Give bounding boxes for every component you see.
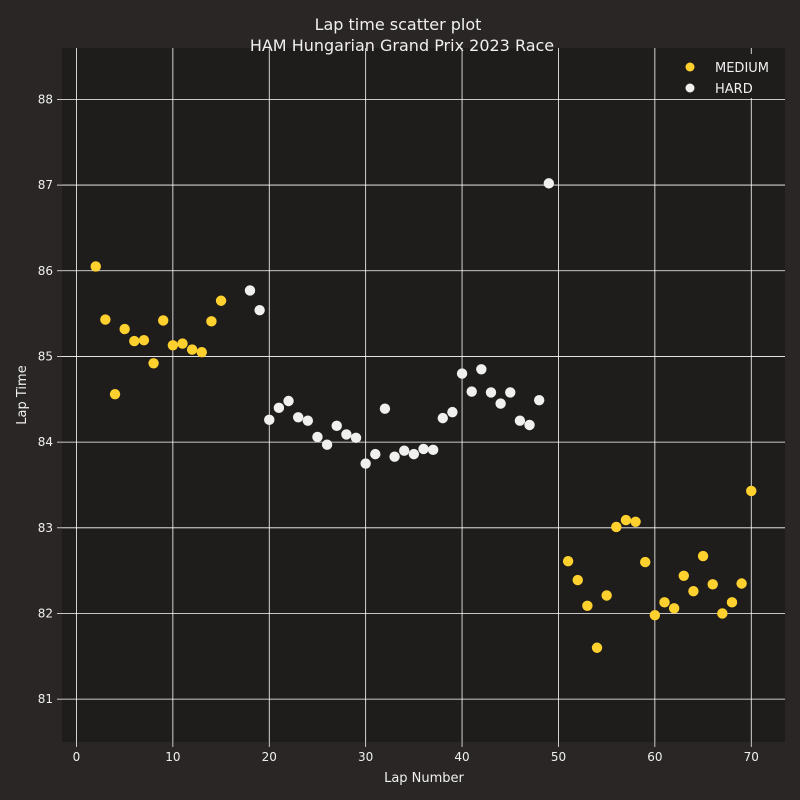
data-point-medium — [158, 315, 169, 326]
data-point-hard — [485, 387, 497, 398]
data-point-hard — [533, 394, 545, 406]
data-point-hard — [273, 402, 285, 414]
legend: MEDIUM HARD — [670, 54, 780, 98]
data-point-hard — [408, 448, 420, 460]
data-point-hard — [292, 412, 304, 423]
data-point-hard — [370, 448, 381, 460]
data-point-hard — [331, 420, 342, 432]
data-point-medium — [196, 346, 207, 358]
data-point-hard — [264, 414, 275, 426]
data-point-hard — [466, 386, 477, 397]
data-point-hard — [312, 431, 323, 443]
data-point-medium — [697, 550, 709, 562]
data-point-hard — [495, 398, 506, 409]
data-point-medium — [148, 358, 159, 369]
data-point-hard — [447, 406, 458, 418]
data-point-medium — [688, 586, 699, 597]
grid — [62, 48, 785, 742]
data-point-hard — [254, 304, 265, 316]
data-point-medium — [620, 514, 632, 526]
data-point-medium — [668, 603, 680, 614]
data-point-hard — [456, 368, 468, 379]
data-point-hard — [302, 415, 314, 426]
data-point-medium — [601, 590, 612, 601]
y-axis-label: Lap Time — [15, 365, 30, 424]
y-tick-label: 84 — [38, 435, 53, 449]
y-tick-label: 87 — [38, 178, 53, 192]
data-point-medium — [640, 556, 651, 568]
y-tick-label: 88 — [38, 92, 53, 106]
data-point-medium — [591, 642, 603, 653]
data-point-medium — [562, 556, 574, 567]
data-point-medium — [611, 521, 622, 533]
legend-label-medium: MEDIUM — [715, 61, 769, 76]
data-point-hard — [283, 395, 294, 407]
x-tick-label: 10 — [165, 750, 180, 764]
x-tick-label: 0 — [73, 750, 81, 764]
data-point-medium — [119, 323, 130, 335]
data-point-hard — [418, 443, 429, 455]
data-point-hard — [389, 451, 400, 462]
data-point-hard — [476, 364, 487, 375]
data-point-hard — [321, 439, 333, 450]
data-point-medium — [177, 338, 188, 349]
x-tick-label: 60 — [647, 750, 662, 764]
y-tick-label: 85 — [38, 349, 53, 363]
data-point-medium — [736, 578, 747, 589]
x-tick-label: 50 — [551, 750, 566, 764]
chart-title: Lap time scatter plot — [315, 15, 482, 34]
data-point-hard — [543, 178, 555, 189]
x-tick-label: 70 — [744, 750, 759, 764]
data-points — [90, 178, 757, 653]
x-tick-label: 30 — [358, 750, 373, 764]
data-point-hard — [437, 412, 448, 424]
x-tick-label: 20 — [262, 750, 277, 764]
data-point-medium — [726, 597, 738, 608]
data-point-medium — [630, 516, 641, 528]
data-point-medium — [206, 316, 217, 327]
data-point-medium — [167, 340, 179, 351]
data-point-medium — [109, 388, 121, 400]
data-point-medium — [746, 485, 757, 497]
data-point-medium — [649, 609, 661, 621]
legend-marker-hard — [685, 83, 695, 93]
data-point-hard — [524, 419, 535, 431]
legend-marker-medium — [685, 62, 695, 72]
legend-box — [670, 54, 780, 98]
data-point-medium — [659, 597, 670, 608]
y-tick-label: 86 — [38, 264, 53, 278]
chart-subtitle: HAM Hungarian Grand Prix 2023 Race — [250, 36, 554, 55]
x-axis-label: Lap Number — [384, 771, 464, 786]
data-point-hard — [360, 458, 371, 469]
data-point-medium — [582, 600, 593, 611]
data-point-medium — [678, 570, 689, 581]
data-point-hard — [350, 432, 362, 444]
x-tick-label: 40 — [454, 750, 469, 764]
data-point-hard — [341, 429, 352, 440]
data-point-hard — [514, 415, 526, 426]
legend-label-hard: HARD — [715, 82, 753, 97]
y-tick-label: 82 — [38, 606, 53, 620]
data-point-hard — [244, 285, 256, 296]
data-point-medium — [100, 314, 111, 325]
data-point-medium — [186, 344, 198, 355]
data-point-medium — [717, 608, 728, 619]
data-point-medium — [572, 574, 583, 586]
data-point-hard — [399, 445, 410, 456]
data-point-medium — [138, 334, 150, 346]
data-point-hard — [379, 403, 391, 414]
data-point-medium — [129, 335, 140, 347]
data-point-hard — [427, 444, 439, 456]
data-point-medium — [215, 295, 227, 306]
data-point-hard — [505, 387, 516, 398]
y-tick-label: 83 — [38, 521, 53, 535]
data-point-medium — [707, 579, 718, 590]
plot-area — [62, 48, 785, 742]
data-point-medium — [90, 261, 101, 272]
y-tick-label: 81 — [38, 692, 53, 706]
